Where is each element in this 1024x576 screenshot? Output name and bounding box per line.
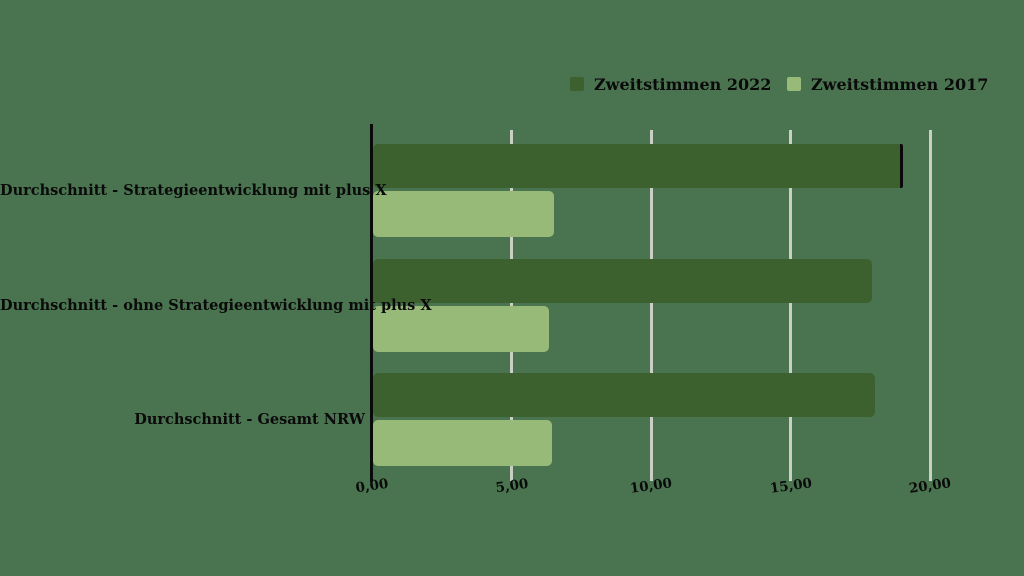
- gridline-20: [929, 130, 932, 481]
- legend-swatch-2017: [787, 77, 801, 91]
- legend-item-2017: Zweitstimmen 2017: [787, 74, 989, 94]
- bar-series1-cat2: [373, 420, 552, 466]
- bar-series0-cat2: [373, 373, 875, 417]
- category-label-0: Durchschnitt - Strategieentwicklung mit …: [0, 182, 387, 199]
- bar-series1-cat1: [373, 306, 549, 352]
- legend-swatch-2022: [570, 77, 584, 91]
- category-label-1: Durchschnitt - ohne Strategieentwicklung…: [0, 297, 432, 314]
- bar-series0-cat0: [373, 144, 903, 188]
- legend-label-2022: Zweitstimmen 2022: [594, 74, 772, 94]
- bar-series1-cat0: [373, 191, 554, 237]
- x-tick-label-20: 20,00: [907, 475, 953, 497]
- y-axis-line: [370, 124, 373, 482]
- x-tick-label-5: 5,00: [494, 475, 530, 497]
- gridline-5: [510, 130, 513, 481]
- legend-item-2022: Zweitstimmen 2022: [570, 74, 772, 94]
- x-tick-label-0: 0,00: [354, 475, 390, 497]
- category-label-2: Durchschnitt - Gesamt NRW: [134, 411, 365, 428]
- x-tick-label-15: 15,00: [768, 475, 814, 497]
- gridline-15: [789, 130, 792, 481]
- x-tick-label-10: 10,00: [628, 475, 674, 497]
- legend-label-2017: Zweitstimmen 2017: [811, 74, 989, 94]
- gridline-10: [650, 130, 653, 481]
- bar-series0-cat1: [373, 259, 872, 303]
